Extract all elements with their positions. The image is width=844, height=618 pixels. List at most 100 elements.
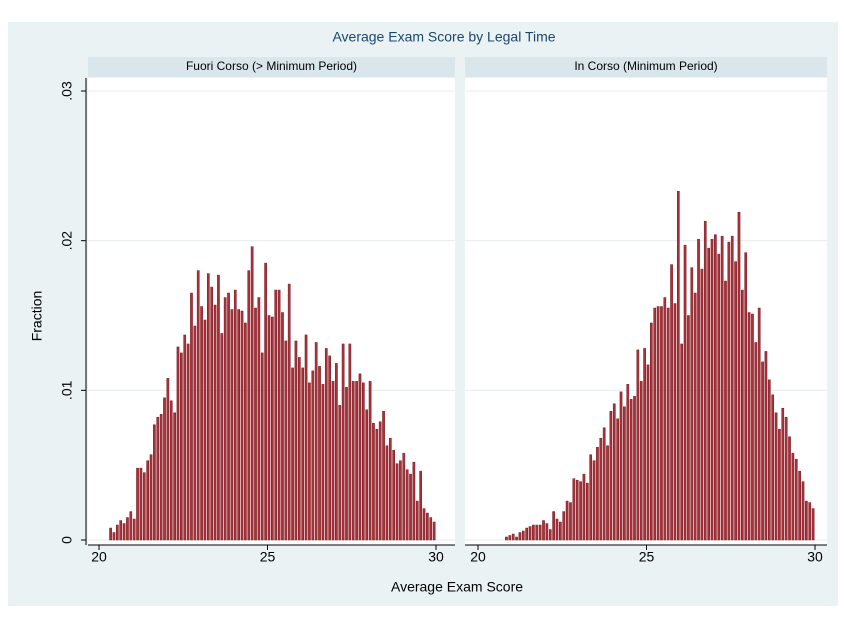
histogram-bar: [754, 342, 758, 541]
histogram-bar: [203, 319, 207, 541]
histogram-bar: [757, 307, 761, 541]
histogram-bar: [237, 309, 240, 541]
histogram-bar: [771, 394, 775, 541]
histogram-bar: [156, 417, 160, 541]
histogram-bar: [348, 343, 352, 541]
histogram-bar: [335, 363, 338, 541]
histogram-bar: [169, 400, 173, 541]
histogram-bar: [281, 312, 284, 541]
histogram-bar: [250, 246, 254, 541]
histogram-bar: [193, 325, 197, 541]
histogram-bar: [321, 384, 325, 541]
histogram-bar: [223, 297, 227, 541]
histogram-bar: [542, 520, 545, 541]
histogram-bar: [559, 521, 562, 541]
histogram-bar: [351, 381, 355, 541]
histogram-bar: [676, 191, 680, 541]
histogram-bar: [163, 397, 166, 541]
y-tick-label: .03: [59, 81, 75, 101]
histogram-bar: [650, 322, 653, 541]
histogram-bar: [382, 411, 385, 541]
histogram-bar: [589, 454, 593, 541]
histogram-bar: [426, 512, 429, 541]
histogram-bar: [126, 517, 129, 541]
histogram-bar: [680, 343, 684, 541]
histogram-bar: [247, 270, 251, 541]
histogram-bar: [582, 473, 586, 541]
histogram-bar: [538, 524, 542, 541]
histogram-bar: [518, 532, 522, 541]
histogram-bar: [227, 292, 230, 541]
histogram-bar: [727, 241, 731, 541]
histogram-bar: [707, 247, 710, 541]
histogram-bar: [714, 234, 717, 541]
histogram-bar: [791, 452, 795, 541]
y-tick-label: .02: [59, 231, 75, 251]
histogram-bar: [609, 411, 613, 541]
histogram-bar: [744, 252, 748, 541]
panel-title: In Corso (Minimum Period): [574, 59, 717, 73]
histogram-bar: [565, 500, 569, 541]
histogram-bar: [399, 460, 402, 541]
histogram-bar: [314, 342, 318, 541]
histogram-bar: [525, 527, 529, 541]
histogram-bar: [784, 417, 788, 541]
histogram-bar: [301, 367, 305, 541]
histogram-bar: [511, 533, 515, 541]
histogram-bar: [788, 436, 791, 541]
histogram-bar: [139, 467, 143, 541]
histogram-bar: [392, 449, 396, 541]
histogram-bar: [257, 297, 261, 541]
histogram-bar: [328, 355, 331, 541]
histogram-bar: [548, 529, 552, 541]
histogram-bar: [794, 458, 798, 541]
histogram-bar: [422, 508, 426, 541]
histogram-bar: [660, 306, 663, 541]
histogram-bar: [552, 511, 555, 541]
y-tick-label: 0: [59, 536, 75, 544]
x-tick-label: 30: [428, 549, 444, 565]
histogram-bar: [697, 238, 700, 541]
histogram-bar: [291, 367, 294, 541]
histogram-bar: [623, 406, 626, 541]
histogram-bar: [338, 405, 342, 541]
chart-title: Average Exam Score by Legal Time: [332, 29, 555, 45]
histogram-bar: [122, 523, 126, 541]
histogram-bar: [528, 526, 532, 541]
histogram-bar: [176, 346, 180, 541]
histogram-bar: [703, 220, 707, 541]
histogram-bar: [153, 424, 156, 541]
histogram-bar: [741, 289, 744, 541]
histogram-bar: [808, 502, 812, 541]
histogram-bar: [663, 297, 667, 541]
y-axis-label: Fraction: [29, 291, 45, 342]
histogram-bar: [129, 511, 133, 541]
histogram-bar: [200, 306, 203, 541]
histogram-bar: [362, 382, 365, 541]
histogram-bar: [636, 349, 640, 541]
histogram-bar: [365, 409, 369, 541]
histogram-bar: [764, 351, 768, 541]
histogram-bar: [142, 472, 146, 541]
histogram-bar: [629, 399, 633, 541]
histogram-bar: [643, 348, 646, 541]
histogram-bar: [545, 523, 549, 541]
x-axis-label: Average Exam Score: [391, 579, 523, 595]
histogram-bar: [402, 452, 406, 541]
histogram-bar: [244, 322, 247, 541]
histogram-bar: [596, 446, 599, 541]
histogram-bar: [166, 378, 170, 541]
x-tick-label: 25: [260, 549, 276, 565]
histogram-bar: [432, 521, 436, 541]
histogram-bar: [277, 289, 281, 541]
histogram-bar: [616, 418, 619, 541]
histogram-bar: [535, 524, 539, 541]
histogram-bar: [146, 460, 150, 541]
histogram-bar: [297, 357, 301, 541]
histogram-bar: [264, 262, 267, 541]
histogram-bar: [720, 235, 724, 541]
histogram-bar: [683, 244, 687, 541]
histogram-bar: [149, 454, 153, 541]
histogram-bar: [687, 315, 690, 541]
x-tick-label: 20: [470, 549, 486, 565]
